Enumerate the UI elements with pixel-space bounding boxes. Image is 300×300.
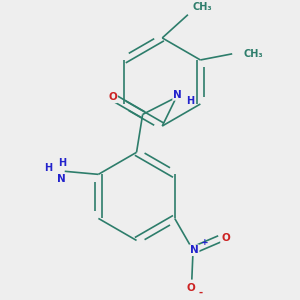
Text: O: O bbox=[187, 283, 196, 292]
Text: N: N bbox=[173, 90, 182, 100]
Text: O: O bbox=[221, 233, 230, 243]
Text: H: H bbox=[58, 158, 66, 168]
Text: H: H bbox=[186, 96, 194, 106]
Text: N: N bbox=[190, 245, 199, 255]
Text: H: H bbox=[44, 163, 52, 173]
Text: -: - bbox=[198, 287, 203, 297]
Text: O: O bbox=[108, 92, 117, 102]
Text: +: + bbox=[201, 238, 208, 247]
Text: N: N bbox=[57, 174, 66, 184]
Text: CH₃: CH₃ bbox=[193, 2, 212, 12]
Text: CH₃: CH₃ bbox=[244, 49, 263, 59]
